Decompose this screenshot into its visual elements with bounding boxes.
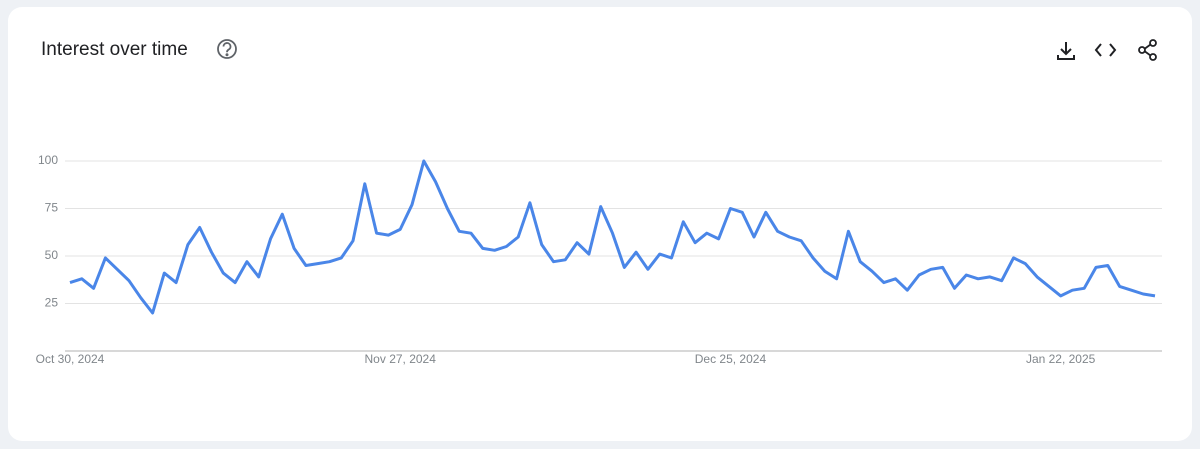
y-tick-label: 25 <box>45 296 59 310</box>
y-tick-label: 75 <box>45 201 59 215</box>
embed-button[interactable] <box>1094 43 1117 57</box>
trend-line <box>69 159 1156 315</box>
y-tick-label: 100 <box>38 153 58 167</box>
help-icon[interactable] <box>217 39 237 59</box>
share-button[interactable] <box>1138 39 1157 61</box>
x-tick-label: Oct 30, 2024 <box>36 352 105 366</box>
x-tick-label: Jan 22, 2025 <box>1026 352 1096 366</box>
download-button[interactable] <box>1057 42 1075 60</box>
x-tick-label: Nov 27, 2024 <box>365 352 437 366</box>
chart-title: Interest over time <box>41 39 188 60</box>
card <box>8 7 1192 441</box>
x-tick-label: Dec 25, 2024 <box>695 352 767 366</box>
y-tick-label: 50 <box>45 248 59 262</box>
